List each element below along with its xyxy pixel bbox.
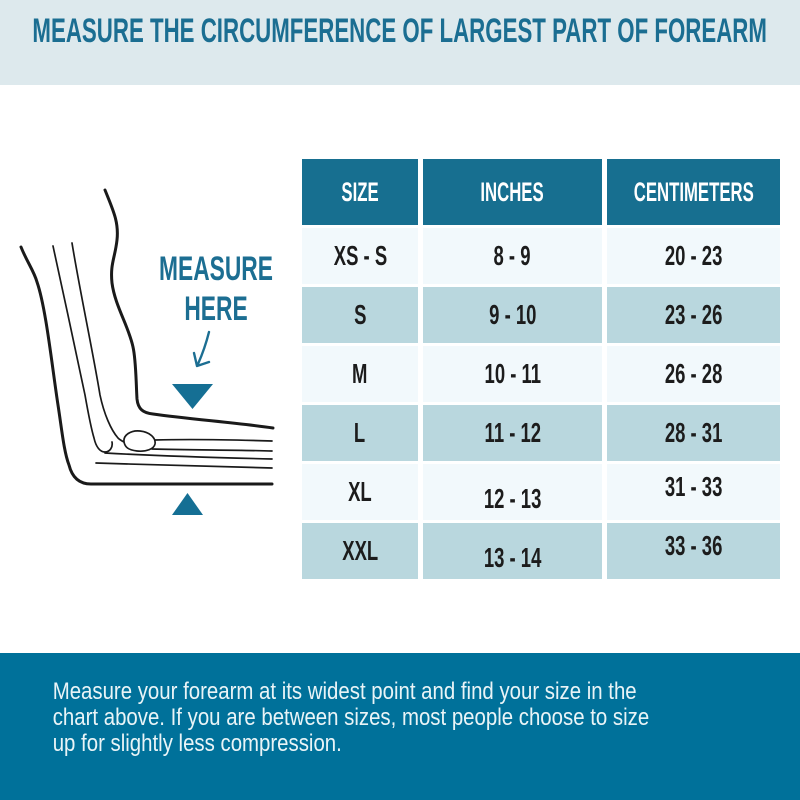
table-cell-size: S	[302, 287, 418, 343]
ulna-bone-lines	[95, 452, 273, 469]
table-cell-size: XS - S	[302, 228, 418, 284]
table-cell-inches: 12 - 13	[423, 464, 602, 520]
column-header-inches: INCHES	[423, 159, 602, 225]
arm-outline-left	[19, 245, 274, 486]
triangle-marker-down-icon	[172, 384, 213, 409]
column-header-size: SIZE	[302, 159, 418, 225]
table-cell-size: XXL	[302, 523, 418, 579]
instructions-line-3: up for slightly less compression.	[52, 730, 342, 757]
instructions-text: Measure your forearm at its widest point…	[0, 653, 680, 757]
top-banner: MEASURE THE CIRCUMFERENCE OF LARGEST PAR…	[0, 0, 800, 85]
measure-here-label: MEASURE HERE	[149, 249, 283, 329]
size-table: SIZE INCHES CENTIMETERS XS - S 8 - 9 20 …	[302, 159, 780, 579]
table-cell-centimeters: 20 - 23	[607, 228, 780, 284]
instructions-banner: Measure your forearm at its widest point…	[0, 653, 800, 800]
table-cell-size: XL	[302, 464, 418, 520]
table-cell-centimeters: 31 - 33	[607, 464, 780, 520]
instructions-line-2: chart above. If you are between sizes, m…	[52, 704, 650, 731]
humerus-line-left	[52, 245, 114, 453]
radius-bone-lines	[151, 438, 273, 452]
elbow-joint-outline	[123, 430, 156, 453]
measure-arrow-icon	[196, 330, 211, 366]
measure-here-line2: HERE	[184, 290, 248, 328]
table-cell-inches: 10 - 11	[423, 346, 602, 402]
table-cell-centimeters: 26 - 28	[607, 346, 780, 402]
arm-outline-right	[103, 188, 275, 430]
table-cell-inches: 8 - 9	[423, 228, 602, 284]
table-cell-size: M	[302, 346, 418, 402]
table-cell-size: L	[302, 405, 418, 461]
column-header-centimeters: CENTIMETERS	[607, 159, 780, 225]
triangle-marker-up-icon	[172, 493, 203, 515]
table-cell-inches: 11 - 12	[423, 405, 602, 461]
instructions-line-1: Measure your forearm at its widest point…	[52, 678, 637, 705]
measure-here-line1: MEASURE	[159, 250, 273, 288]
table-cell-centimeters: 33 - 36	[607, 523, 780, 579]
table-cell-centimeters: 23 - 26	[607, 287, 780, 343]
table-cell-inches: 13 - 14	[423, 523, 602, 579]
table-cell-inches: 9 - 10	[423, 287, 602, 343]
page-title: MEASURE THE CIRCUMFERENCE OF LARGEST PAR…	[32, 12, 768, 50]
table-cell-centimeters: 28 - 31	[607, 405, 780, 461]
arm-illustration	[19, 188, 275, 515]
humerus-line-right	[71, 242, 125, 443]
measure-arrowhead-icon	[192, 351, 211, 368]
